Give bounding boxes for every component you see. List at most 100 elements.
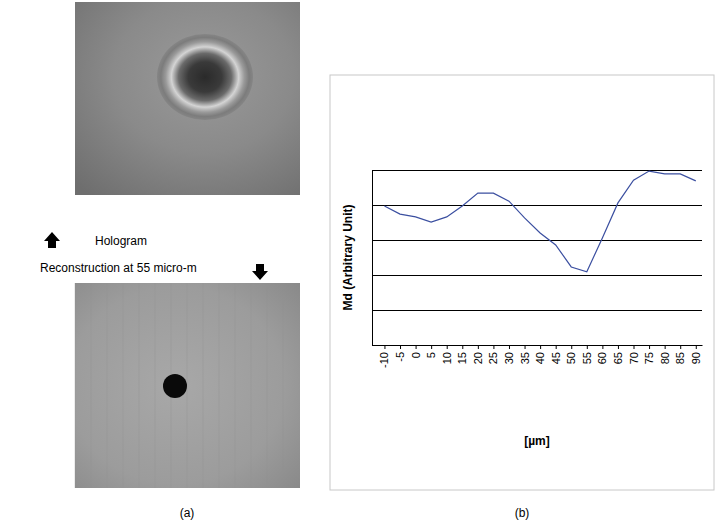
panel-a: Hologram Reconstruction at 55 micro-m (a) xyxy=(40,2,300,520)
grid-line xyxy=(372,275,702,276)
x-tick: 70 xyxy=(628,345,640,364)
x-tick-label: 50 xyxy=(565,352,577,364)
x-tick: 0 xyxy=(410,345,422,358)
reconstruction-fringe xyxy=(155,283,156,488)
reconstruction-fringe xyxy=(267,283,268,488)
x-tick-label: 55 xyxy=(581,352,593,364)
x-tick-mark xyxy=(587,345,588,349)
x-tick-mark xyxy=(571,345,572,349)
x-tick: 75 xyxy=(643,345,655,364)
x-tick-label: 25 xyxy=(487,352,499,364)
hologram-fringe xyxy=(157,34,253,120)
grid-line xyxy=(372,345,702,346)
figure: Hologram Reconstruction at 55 micro-m (a) -… xyxy=(0,0,718,526)
x-tick-label: 40 xyxy=(534,352,546,364)
x-tick-mark xyxy=(696,345,697,349)
data-line xyxy=(384,171,695,272)
x-tick-label: 80 xyxy=(659,352,671,364)
y-axis-line xyxy=(372,171,373,346)
hologram-image xyxy=(75,2,300,195)
x-tick-mark xyxy=(493,345,494,349)
y-axis xyxy=(372,171,373,346)
x-tick-mark xyxy=(665,345,666,349)
chart-box xyxy=(330,75,714,490)
x-tick-label: 30 xyxy=(503,352,515,364)
plot-area xyxy=(384,171,695,272)
x-tick-mark xyxy=(680,345,681,349)
y-axis-title: Md (Arbitrary Unit) xyxy=(341,205,355,311)
grid-line xyxy=(372,240,702,241)
grid-line xyxy=(372,310,702,311)
x-tick-mark xyxy=(540,345,541,349)
x-tick-label: 70 xyxy=(628,352,640,364)
x-tick-mark xyxy=(431,345,432,349)
x-tick-mark xyxy=(400,345,401,349)
x-tick-mark xyxy=(462,345,463,349)
x-axis-line xyxy=(373,345,703,346)
x-tick: -10 xyxy=(378,345,390,368)
x-tick: 55 xyxy=(581,345,593,364)
x-tick-label: 5 xyxy=(425,352,437,358)
reconstructed-particle xyxy=(163,374,187,398)
x-tick: -5 xyxy=(394,345,406,362)
x-tick-label: 65 xyxy=(612,352,624,364)
x-tick: 20 xyxy=(472,345,484,364)
x-tick: 40 xyxy=(534,345,546,364)
reconstruction-fringe xyxy=(219,283,220,488)
arrow-down xyxy=(252,264,268,280)
reconstruction-fringe xyxy=(91,283,92,488)
x-tick-mark xyxy=(525,345,526,349)
reconstruction-fringe xyxy=(203,283,204,488)
x-tick-mark xyxy=(618,345,619,349)
panel-caption: (b) xyxy=(515,506,530,520)
reconstruction-fringe xyxy=(139,283,140,488)
x-tick-mark xyxy=(447,345,448,349)
panel-label: Hologram xyxy=(95,234,147,248)
x-axis-title: [µm] xyxy=(524,434,550,448)
grid-line xyxy=(372,170,702,171)
x-tick-mark xyxy=(478,345,479,349)
x-tick: 65 xyxy=(612,345,624,364)
x-tick: 25 xyxy=(487,345,499,364)
x-tick-label: 35 xyxy=(519,352,531,364)
x-tick-label: 15 xyxy=(456,352,468,364)
x-tick-mark xyxy=(634,345,635,349)
grid xyxy=(372,170,702,345)
x-tick: 5 xyxy=(425,345,437,358)
grid-line xyxy=(372,205,702,206)
x-tick-mark xyxy=(416,345,417,349)
x-tick: 30 xyxy=(503,345,515,364)
x-tick: 90 xyxy=(690,345,702,364)
x-tick-mark xyxy=(384,345,385,349)
reconstruction-fringe xyxy=(107,283,108,488)
panel-b: -10 -5 05 1015 2025 30 3540 4550 5560 65 7075 8085 9… xyxy=(330,75,714,520)
arrow-up xyxy=(44,232,60,248)
x-tick-label: -10 xyxy=(378,352,390,368)
x-tick-mark xyxy=(602,345,603,349)
reconstruction-fringe xyxy=(251,283,252,488)
x-tick: 45 xyxy=(550,345,562,364)
panel-caption: (a) xyxy=(180,506,195,520)
x-tick-label: 75 xyxy=(643,352,655,364)
x-tick-label: 0 xyxy=(410,352,422,358)
reconstruction-fringe xyxy=(235,283,236,488)
panel-label: Reconstruction at 55 micro-m xyxy=(40,261,197,275)
x-tick-label: -5 xyxy=(394,352,406,362)
x-tick: 85 xyxy=(674,345,686,364)
x-tick: 35 xyxy=(519,345,531,364)
x-tick-label: 60 xyxy=(596,352,608,364)
reconstruction-fringe xyxy=(75,283,76,488)
x-tick-label: 45 xyxy=(550,352,562,364)
x-tick-mark xyxy=(556,345,557,349)
x-tick: 10 xyxy=(441,345,453,364)
x-tick: 80 xyxy=(659,345,671,364)
reconstruction-fringe xyxy=(283,283,284,488)
x-tick-label: 10 xyxy=(441,352,453,364)
reconstruction-image xyxy=(75,283,300,488)
x-tick: 50 xyxy=(565,345,577,364)
x-tick-label: 90 xyxy=(690,352,702,364)
x-tick-label: 20 xyxy=(472,352,484,364)
x-tick: 15 xyxy=(456,345,468,364)
x-tick: 60 xyxy=(596,345,608,364)
x-tick-label: 85 xyxy=(674,352,686,364)
